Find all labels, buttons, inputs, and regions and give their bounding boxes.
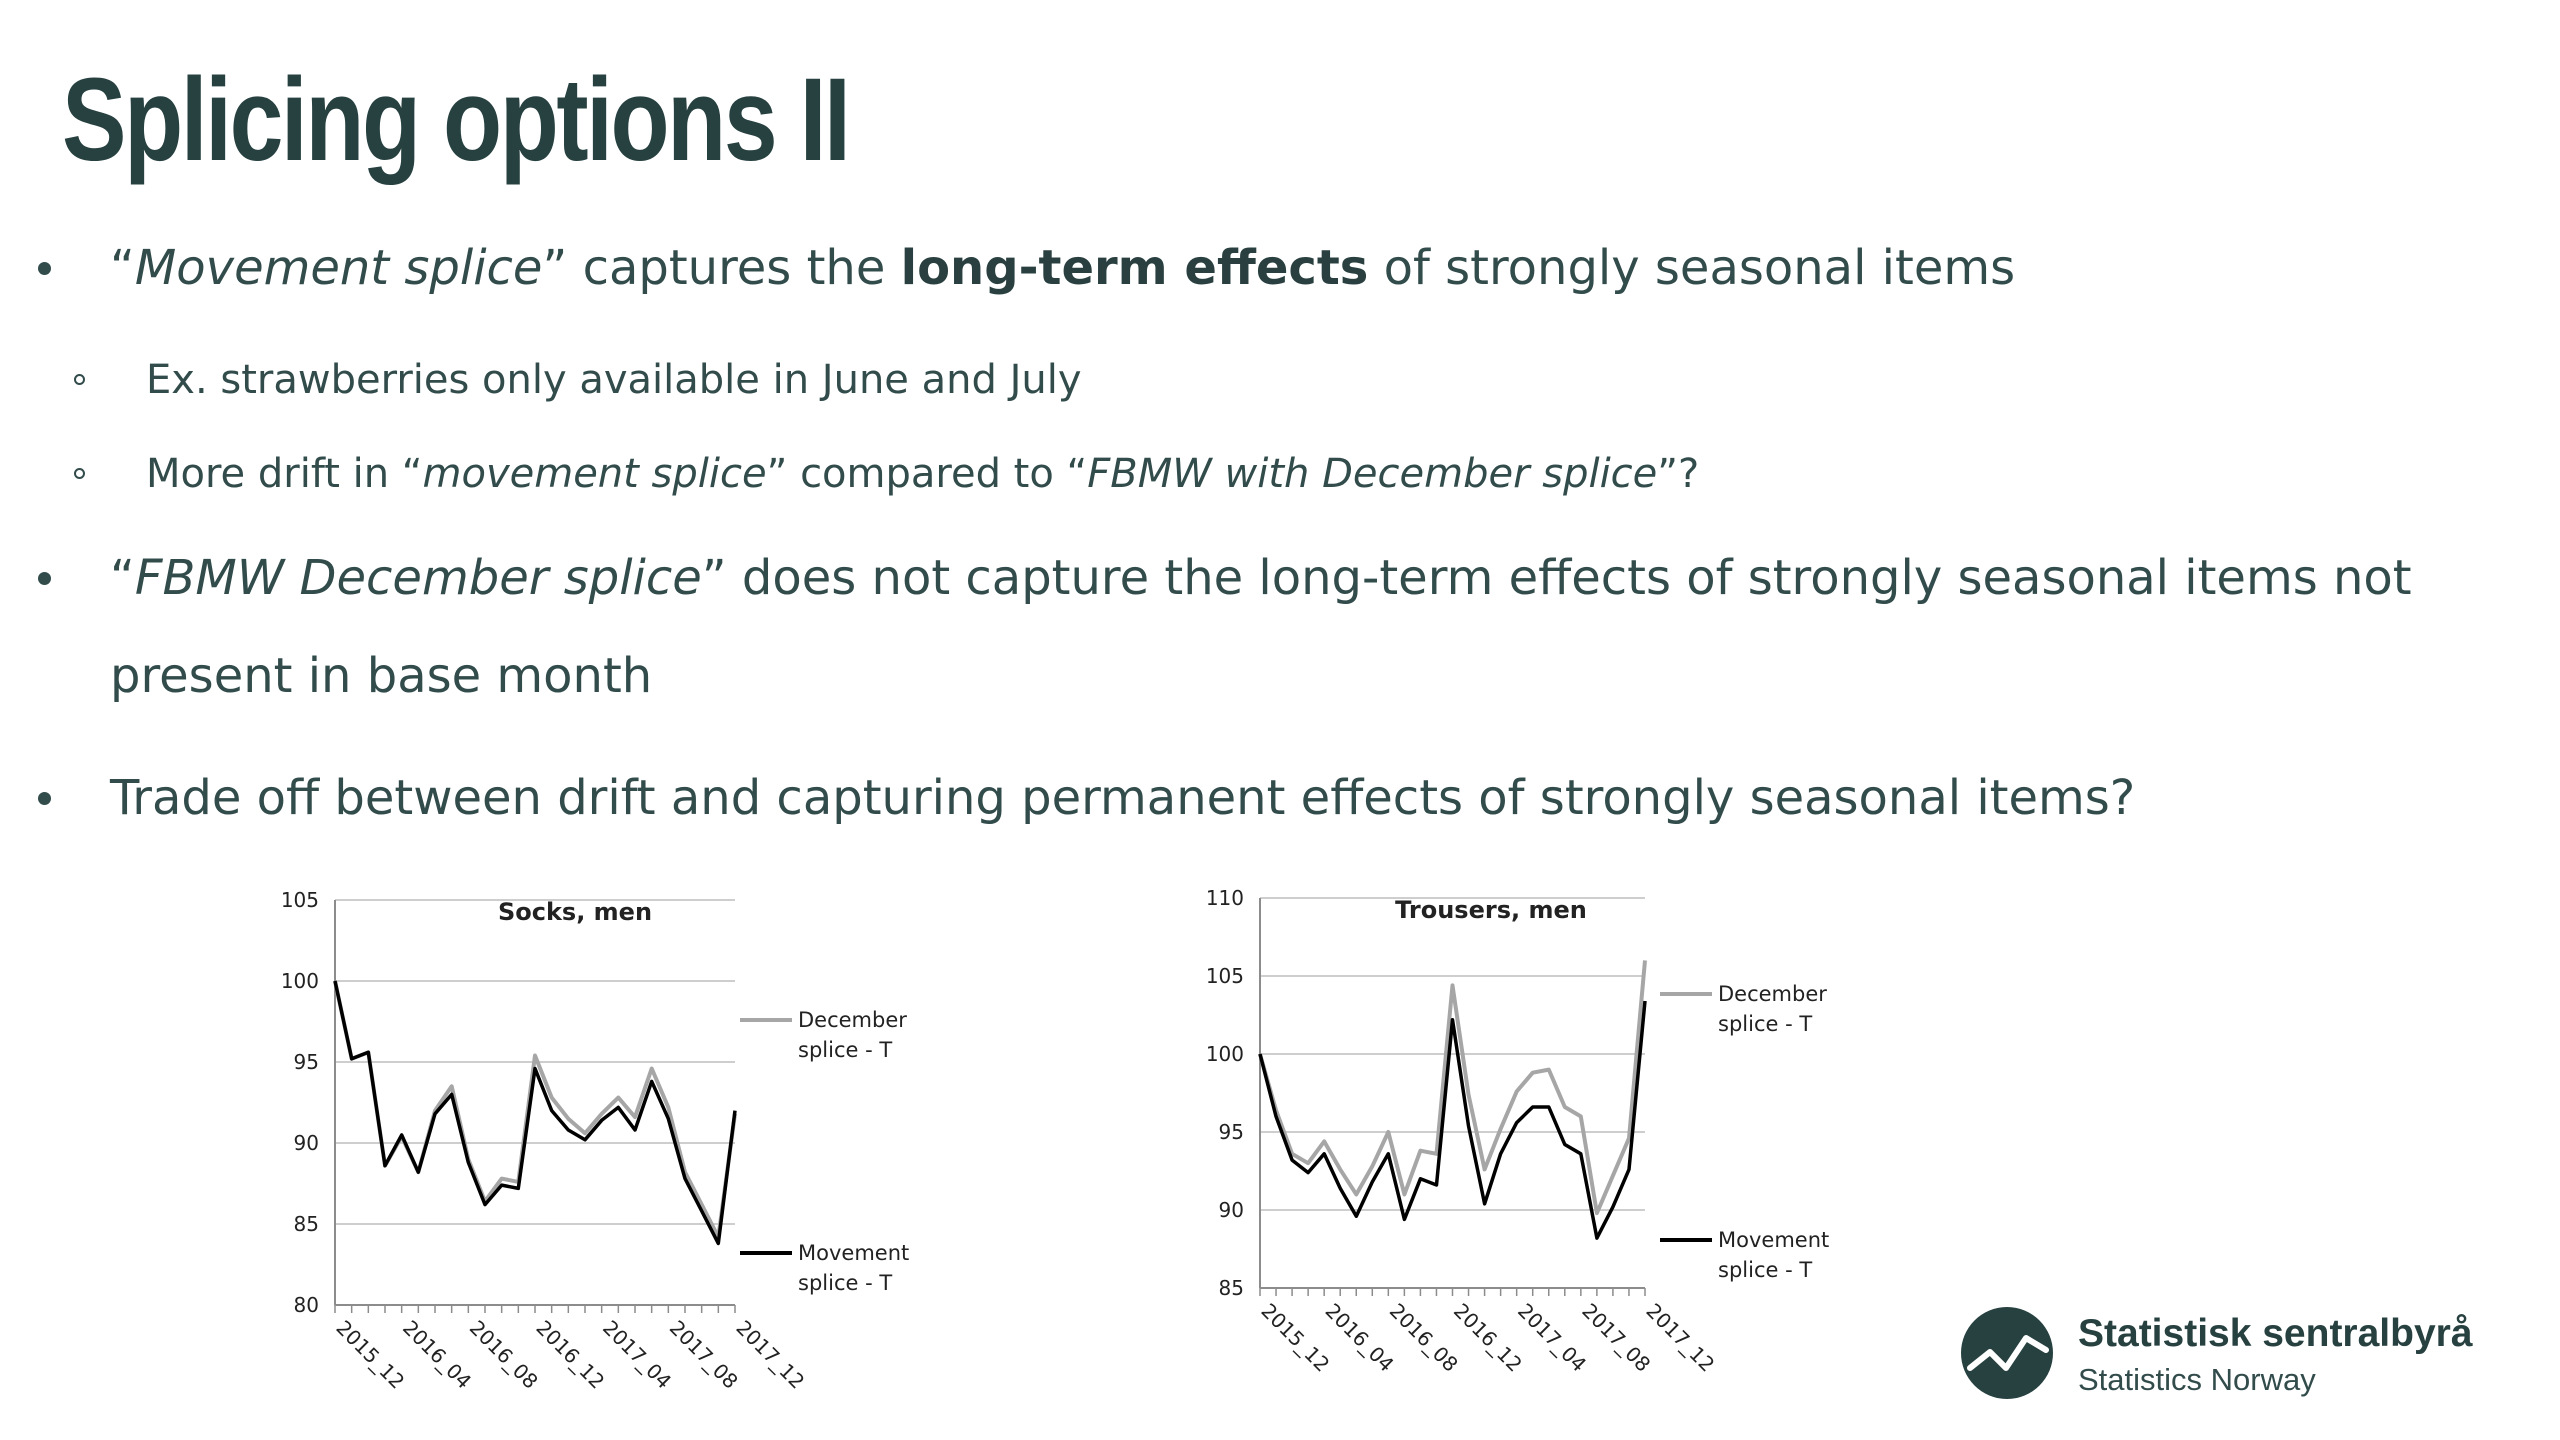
legend-label: splice - T — [798, 1038, 892, 1062]
bullet-2-continuation: present in base month — [110, 648, 653, 704]
x-tick-label: 2016_08 — [465, 1316, 543, 1394]
x-tick-label: 2015_12 — [331, 1316, 409, 1394]
socks-chart-svg: 80 85 90 95 100 105 2015_122016_042016_082016_… — [281, 888, 909, 1394]
chart-title: Socks, men — [498, 898, 652, 926]
y-tick-label: 85 — [1219, 1276, 1244, 1300]
bullet-3-text: Trade off between drift and capturing pe… — [110, 770, 2136, 826]
sparkline-circle-icon — [1961, 1307, 2053, 1399]
legend-label: Movement — [798, 1241, 909, 1265]
y-tick-label: 90 — [294, 1131, 319, 1155]
logo-subtitle: Statistics Norway — [2078, 1362, 2316, 1397]
sub-bullet-2-part-1: More drift in “ — [146, 451, 423, 497]
legend-label: December — [798, 1008, 907, 1032]
legend-label: splice - T — [1718, 1258, 1812, 1282]
legend-label: splice - T — [798, 1271, 892, 1295]
sub-bullet-2-part-3: ” compared to “ — [766, 451, 1088, 497]
bullet-dot-icon — [38, 572, 51, 585]
bullet-1-part-3: ” captures the — [542, 240, 901, 296]
x-tick-label: 2016_08 — [1385, 1299, 1463, 1377]
y-tick-label: 105 — [1206, 964, 1244, 988]
series-line — [1258, 960, 1647, 1216]
y-tick-label: 100 — [1206, 1042, 1244, 1066]
ssb-logo: Statistisk sentralbyrå Statistics Norway — [1960, 1306, 2540, 1406]
bullet-1-part-1: “ — [110, 240, 135, 296]
logo-name: Statistisk sentralbyrå — [2078, 1312, 2473, 1355]
y-tick-label: 90 — [1219, 1198, 1244, 1222]
bullet-dot-icon — [38, 262, 51, 275]
chart-title: Trousers, men — [1395, 896, 1587, 924]
bullet-2-part-1: “ — [110, 550, 135, 606]
y-tick-label: 110 — [1206, 886, 1244, 910]
sub-bullet-1-text: Ex. strawberries only available in June … — [146, 357, 1082, 403]
x-tick-label: 2016_04 — [398, 1316, 476, 1394]
bullet-circle-icon — [74, 468, 85, 479]
bullet-circle-icon — [74, 374, 85, 385]
x-tick-label: 2017_08 — [665, 1316, 743, 1394]
bullet-1-part-4: long-term effects — [900, 240, 1369, 296]
bullet-1-part-5: of strongly seasonal items — [1368, 240, 2016, 296]
legend-label: December — [1718, 982, 1827, 1006]
series-line — [333, 980, 737, 1246]
y-tick-label: 100 — [281, 969, 319, 993]
socks-chart: 80 85 90 95 100 105 2015_12 2016_04 2016_08 2016_… — [260, 880, 909, 1400]
x-tick-label: 2017_08 — [1577, 1299, 1655, 1377]
trousers-chart: 85 90 95 100 105 110 2015_12 2016_04 2016_08 2016… — [1180, 880, 1860, 1400]
x-tick-label: 2017_04 — [1513, 1299, 1591, 1377]
x-tick-label: 2016_12 — [531, 1316, 609, 1394]
series-line — [1258, 1000, 1647, 1240]
x-tick-label: 2017_12 — [731, 1316, 809, 1394]
bullet-dot-icon — [38, 792, 51, 805]
legend-label: Movement — [1718, 1228, 1829, 1252]
sub-bullet-2-part-4: FBMW with December splice — [1087, 451, 1658, 497]
trousers-chart-svg: 85 90 95 100 105 110 2015_122016_042016_082016… — [1206, 886, 1829, 1377]
y-tick-label: 80 — [294, 1293, 319, 1317]
y-tick-label: 95 — [294, 1050, 319, 1074]
x-tick-label: 2015_12 — [1256, 1299, 1334, 1377]
y-tick-label: 95 — [1219, 1120, 1244, 1144]
x-tick-label: 2016_04 — [1321, 1299, 1399, 1377]
legend-label: splice - T — [1718, 1012, 1812, 1036]
bullet-2-part-3: ” does not capture the long-term effects… — [701, 550, 2412, 606]
sub-bullet-2-part-2: movement splice — [422, 451, 767, 497]
x-tick-label: 2016_12 — [1449, 1299, 1527, 1377]
bullet-1-part-2: Movement splice — [134, 240, 543, 296]
y-tick-label: 105 — [281, 888, 319, 912]
x-tick-label: 2017_04 — [598, 1316, 676, 1394]
y-tick-label: 85 — [294, 1212, 319, 1236]
slide-title: Splicing options II — [62, 54, 851, 186]
bullet-2-part-2: FBMW December splice — [134, 550, 702, 606]
series-line — [333, 980, 737, 1239]
sub-bullet-2-part-5: ”? — [1657, 451, 1700, 497]
x-tick-label: 2017_12 — [1641, 1299, 1719, 1377]
